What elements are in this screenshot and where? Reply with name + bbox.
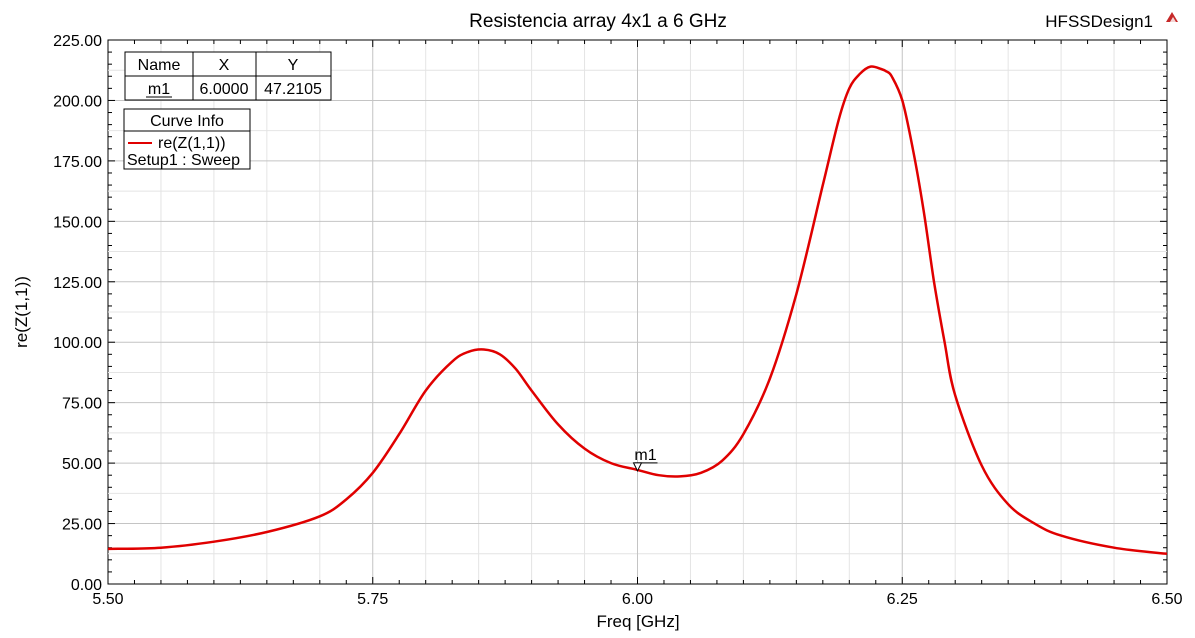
- y-tick-label: 150.00: [53, 214, 102, 231]
- marker-table-cell-name: m1: [148, 81, 170, 98]
- minor-ticks: [107, 39, 1168, 585]
- marker-m1[interactable]: m1: [632, 447, 658, 472]
- y-tick-label: 0.00: [71, 577, 102, 594]
- x-tick-label: 6.00: [622, 591, 653, 608]
- x-axis: 5.50 5.75 6.00 6.25 6.50: [92, 591, 1182, 608]
- x-tick-label: 5.50: [92, 591, 123, 608]
- curve-info-header: Curve Info: [150, 113, 224, 130]
- x-tick-label: 6.25: [887, 591, 918, 608]
- major-gridlines: [108, 40, 1167, 584]
- y-axis-title: re(Z(1,1)): [12, 276, 31, 348]
- y-tick-label: 175.00: [53, 154, 102, 171]
- legend-entry: re(Z(1,1)): [158, 135, 226, 152]
- x-tick-label: 5.75: [357, 591, 388, 608]
- x-tick-label: 6.50: [1151, 591, 1182, 608]
- y-tick-label: 125.00: [53, 275, 102, 292]
- marker-table-cell-x: 6.0000: [200, 81, 249, 98]
- series-line-re-z11[interactable]: [107, 65, 1168, 556]
- y-tick-label: 100.00: [53, 335, 102, 352]
- y-tick-label: 75.00: [62, 396, 102, 413]
- marker-table-cell-y: 47.2105: [264, 81, 322, 98]
- marker-triangle-icon: [632, 462, 643, 472]
- y-axis: 0.00 25.00 50.00 75.00 100.00 125.00 150.00 175…: [53, 33, 102, 594]
- chart-title: Resistencia array 4x1 a 6 GHz: [469, 11, 727, 32]
- y-tick-label: 50.00: [62, 456, 102, 473]
- curve-info-legend[interactable]: Curve Info re(Z(1,1)) Setup1 : Sweep: [123, 108, 251, 170]
- y-tick-label: 200.00: [53, 93, 102, 110]
- marker-table-header-y: Y: [288, 57, 299, 74]
- x-axis-title: Freq [GHz]: [596, 612, 679, 631]
- design-warning-icon: [1166, 12, 1178, 22]
- marker-table-header-name: Name: [138, 57, 181, 74]
- y-tick-label: 25.00: [62, 517, 102, 534]
- design-name: HFSSDesign1: [1045, 12, 1153, 31]
- marker-table-header-x: X: [219, 57, 230, 74]
- marker-label: m1: [634, 447, 656, 464]
- marker-table[interactable]: Name X Y m1 6.0000 47.2105: [124, 51, 332, 101]
- y-tick-label: 225.00: [53, 33, 102, 50]
- legend-setup: Setup1 : Sweep: [127, 152, 240, 169]
